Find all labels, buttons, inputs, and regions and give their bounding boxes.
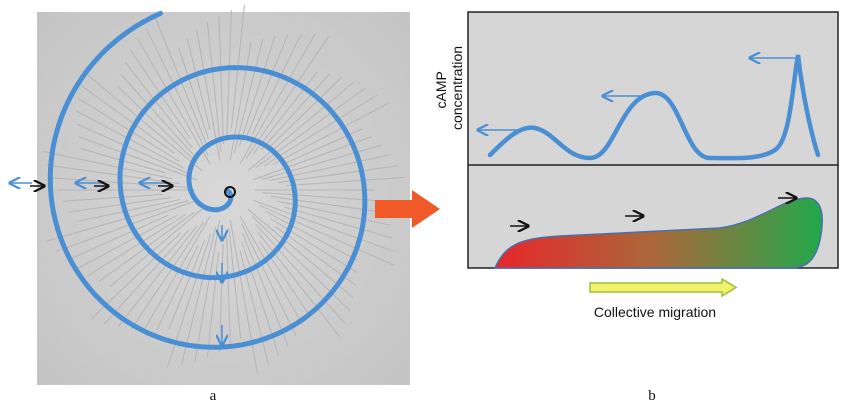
- page: a cAMP concentration Collective migratio…: [0, 0, 842, 405]
- panel-label: b: [648, 388, 656, 404]
- y-label-line: concentration: [449, 46, 465, 130]
- migration-arrow: [590, 279, 736, 296]
- panel-label: a: [210, 388, 217, 404]
- figure: a cAMP concentration Collective migratio…: [0, 0, 842, 405]
- caption: Collective migration: [594, 304, 716, 320]
- y-label-line: cAMP: [433, 71, 449, 108]
- y-axis-label: cAMP concentration: [433, 46, 465, 130]
